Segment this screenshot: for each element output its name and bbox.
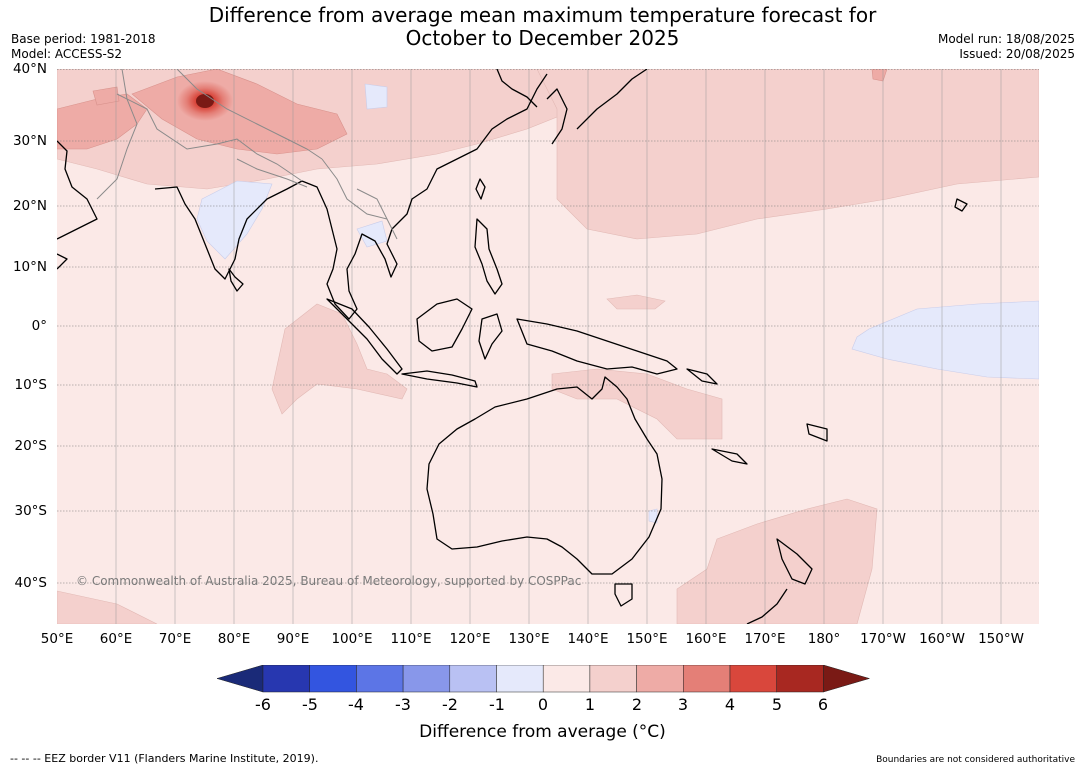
lat-label: 30°S [14, 503, 48, 519]
lon-label: 130°E [508, 631, 550, 647]
forecast-map [57, 69, 1039, 624]
model-name: Model: ACCESS-S2 [11, 47, 123, 61]
colorbar-tick: -6 [255, 695, 271, 714]
colorbar-tick: 5 [771, 695, 783, 714]
anomaly-hotspot-core [196, 94, 214, 108]
meta-right: Model run: 18/08/2025 Issued: 20/08/2025 [938, 32, 1075, 62]
colorbar-cell [449, 665, 497, 693]
colorbar-tick: -3 [395, 695, 411, 714]
colorbar-cell [402, 665, 451, 693]
colorbar-cell [776, 665, 824, 693]
lon-label: 90°E [276, 631, 310, 647]
colorbar [216, 665, 870, 693]
lat-label: 10°N [12, 259, 47, 275]
lon-label: 110°E [390, 631, 432, 647]
boundaries-note: Boundaries are not considered authoritat… [876, 755, 1075, 765]
colorbar-tick: 6 [817, 695, 829, 714]
colorbar-tick: -2 [442, 695, 458, 714]
country-borders [96, 69, 398, 240]
lon-label: 180° [807, 631, 841, 647]
coastlines [57, 69, 968, 624]
colorbar-tick: 1 [584, 695, 596, 714]
lon-label: 50°E [40, 631, 74, 647]
colorbar-cell [356, 665, 404, 693]
title-line-2: October to December 2025 [405, 26, 680, 50]
lon-label: 120°E [449, 631, 491, 647]
title-line-1: Difference from average mean maximum tem… [208, 3, 877, 27]
lon-label: 160°W [919, 631, 965, 647]
colorbar-title: Difference from average (°C) [419, 722, 666, 742]
lon-label: 160°E [685, 631, 727, 647]
lat-label: 0° [31, 318, 47, 334]
colorbar-tick: 3 [677, 695, 689, 714]
colorbar-cell [683, 665, 731, 693]
lat-label: 40°S [14, 575, 48, 591]
lat-label: 10°S [14, 377, 48, 393]
meta-left: Base period: 1981-2018 Model: ACCESS-S2 [11, 32, 156, 62]
colorbar-tick: 4 [724, 695, 736, 714]
colorbar-cell [589, 665, 637, 693]
lat-label: 40°N [12, 61, 47, 77]
anomaly-0-neg1 [196, 83, 1039, 524]
colorbar-arrow-low [216, 665, 264, 693]
colorbar-cell [542, 665, 591, 693]
colorbar-tick: -4 [348, 695, 364, 714]
model-run: Model run: 18/08/2025 [937, 32, 1075, 46]
colorbar-tick: -5 [302, 695, 318, 714]
lon-label: 70°E [158, 631, 192, 647]
colorbar-arrow-high [823, 665, 870, 693]
colorbar-tick: 0 [537, 695, 549, 714]
lon-label: 80°E [217, 631, 251, 647]
lat-label: 20°S [14, 438, 48, 454]
lon-label: 170°E [744, 631, 786, 647]
lon-label: 140°E [567, 631, 609, 647]
lon-label: 150°E [626, 631, 668, 647]
eez-note: -- -- -- EEZ border V11 (Flanders Marine… [10, 752, 319, 765]
colorbar-cell [636, 665, 684, 693]
lon-label: 150°W [978, 631, 1024, 647]
lat-label: 20°N [12, 198, 47, 214]
copyright-note: © Commonwealth of Australia 2025, Bureau… [76, 574, 582, 588]
lon-label: 100°E [331, 631, 373, 647]
base-period: Base period: 1981-2018 [11, 32, 156, 46]
colorbar-cell [262, 665, 310, 693]
lon-label: 60°E [99, 631, 133, 647]
chart-title: Difference from average mean maximum tem… [0, 4, 1085, 50]
colorbar-tick: -1 [489, 695, 505, 714]
colorbar-tick: 2 [631, 695, 643, 714]
colorbar-cell [729, 665, 777, 693]
lat-label: 30°N [12, 133, 47, 149]
lon-label: 170°W [860, 631, 906, 647]
graticule [115, 69, 1002, 624]
colorbar-cell [496, 665, 544, 693]
colorbar-cell [309, 665, 357, 693]
issued-date: Issued: 20/08/2025 [959, 47, 1075, 61]
